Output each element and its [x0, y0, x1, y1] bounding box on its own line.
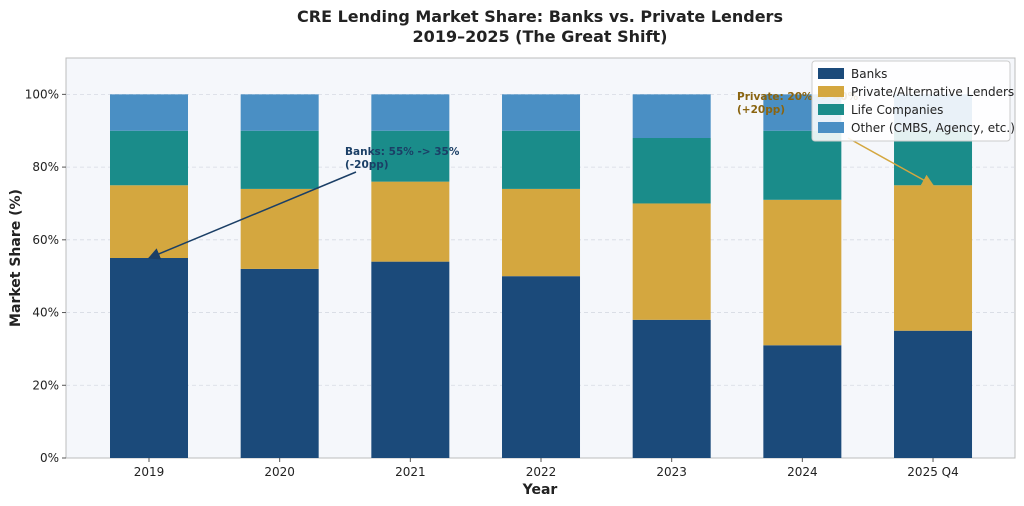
bar-segment [371, 181, 450, 262]
bars [110, 94, 973, 458]
bar-segment [763, 130, 842, 200]
bar-segment [502, 94, 581, 131]
bar-segment [632, 319, 711, 458]
chart-title: CRE Lending Market Share: Banks vs. Priv… [297, 7, 783, 26]
bar-segment [110, 130, 188, 186]
bar-segment [632, 138, 711, 204]
y-tick-label: 100% [25, 87, 59, 101]
bar-segment [763, 345, 842, 458]
chart-subtitle: 2019–2025 (The Great Shift) [413, 27, 668, 46]
legend-box [811, 60, 1011, 142]
bar-segment [371, 94, 450, 131]
bar-segment [763, 199, 842, 346]
x-tick-label: 2020 [264, 465, 295, 479]
bar-segment [371, 130, 450, 182]
y-axis-label: Market Share (%) [8, 189, 24, 327]
legend-label: Other (CMBS, Agency, etc.) [851, 121, 1015, 135]
x-tick-label: 2019 [134, 465, 165, 479]
annotation-text: Banks: 55% -> 35% [345, 146, 460, 158]
legend-label: Banks [851, 67, 887, 81]
bar-segment [894, 330, 973, 458]
legend: Banks Private/Alternative Lenders Life Com… [811, 60, 1015, 142]
legend-label: Life Companies [851, 103, 943, 117]
x-tick-label: 2025 Q4 [907, 465, 958, 479]
annotation-text: (-20pp) [345, 159, 389, 171]
y-tick-label: 20% [32, 378, 59, 392]
bar-segment [110, 185, 188, 258]
annotation-arrow [147, 171, 357, 260]
legend-swatch [818, 122, 844, 133]
legend-swatch [818, 104, 844, 115]
legend-label: Private/Alternative Lenders [851, 85, 1014, 99]
x-tick-label: 2024 [787, 465, 818, 479]
bar-segment [502, 188, 581, 277]
x-tick-label: 2023 [656, 465, 687, 479]
x-axis-label: Year [522, 482, 558, 498]
y-tick-label: 40% [32, 306, 59, 320]
bar-segment [502, 130, 581, 189]
y-tick-label: 0% [40, 451, 59, 465]
bar-segment [632, 203, 711, 320]
bar-segment [240, 94, 319, 131]
x-tick-label: 2021 [395, 465, 426, 479]
annotation-arrow [847, 137, 935, 186]
bar-segment [110, 258, 188, 458]
x-axis-ticks: 2019 2020 2021 2022 2023 2024 2025 Q4 [134, 458, 959, 479]
y-tick-label: 80% [32, 160, 59, 174]
y-axis-ticks: 0% 20% 40% 60% 80% 100% [25, 87, 66, 465]
bar-segment [110, 94, 188, 131]
bar-segment [632, 94, 711, 138]
bar-segment [894, 185, 973, 331]
y-tick-label: 60% [32, 233, 59, 247]
annotation-text: (+20pp) [737, 104, 785, 116]
bar-segment [240, 130, 319, 189]
bar-segment [502, 276, 581, 458]
bar-segment [371, 261, 450, 458]
bar-segment [240, 268, 319, 458]
legend-swatch [818, 68, 844, 79]
legend-swatch [818, 86, 844, 97]
x-tick-label: 2022 [526, 465, 557, 479]
bar-segment [240, 188, 319, 269]
